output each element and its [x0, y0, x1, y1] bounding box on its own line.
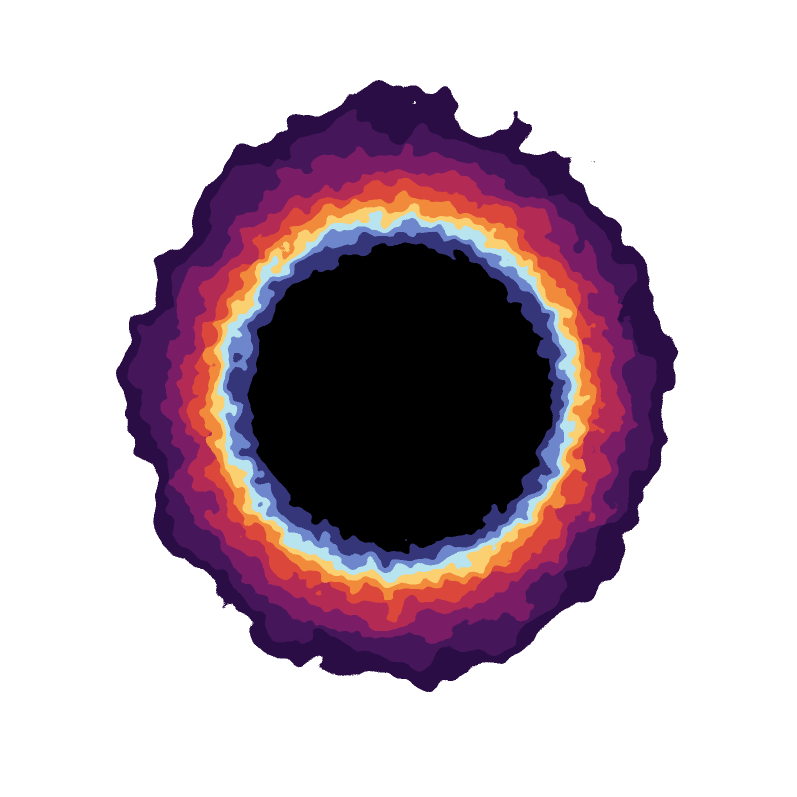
- void: [248, 246, 552, 546]
- portal: [130, 100, 670, 680]
